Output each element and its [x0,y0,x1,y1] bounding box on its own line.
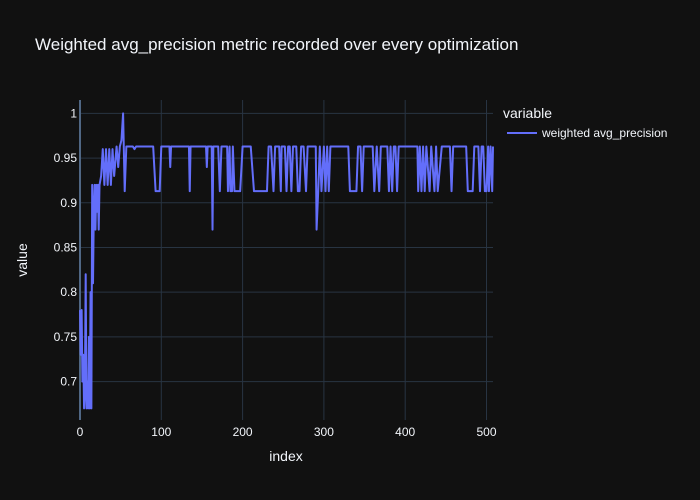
x-tick-label: 100 [151,425,171,439]
series-layer [79,112,494,410]
x-tick-label: 200 [233,425,253,439]
y-tick-label: 0.85 [54,240,78,254]
legend[interactable]: variable weighted avg_precision [503,105,667,140]
y-axis-title: value [14,243,30,277]
x-tick-label: 500 [476,425,496,439]
y-tick-label: 0.9 [60,196,77,210]
tick-layer: 0.7 0.75 0.8 0.85 0.9 0.95 1 0 100 200 300 400 500 [54,106,497,439]
series-line[interactable] [79,112,494,410]
legend-label: weighted avg_precision [541,126,667,140]
chart-title: Weighted avg_precision metric recorded o… [35,35,518,54]
y-tick-label: 1 [70,106,77,120]
x-tick-label: 400 [395,425,415,439]
legend-title: variable [503,105,552,121]
x-axis-title: index [269,448,302,464]
y-tick-label: 0.95 [54,151,78,165]
x-tick-label: 0 [77,425,84,439]
x-tick-label: 300 [314,425,334,439]
y-tick-label: 0.7 [60,375,77,389]
y-tick-label: 0.8 [60,285,77,299]
y-tick-label: 0.75 [54,330,78,344]
